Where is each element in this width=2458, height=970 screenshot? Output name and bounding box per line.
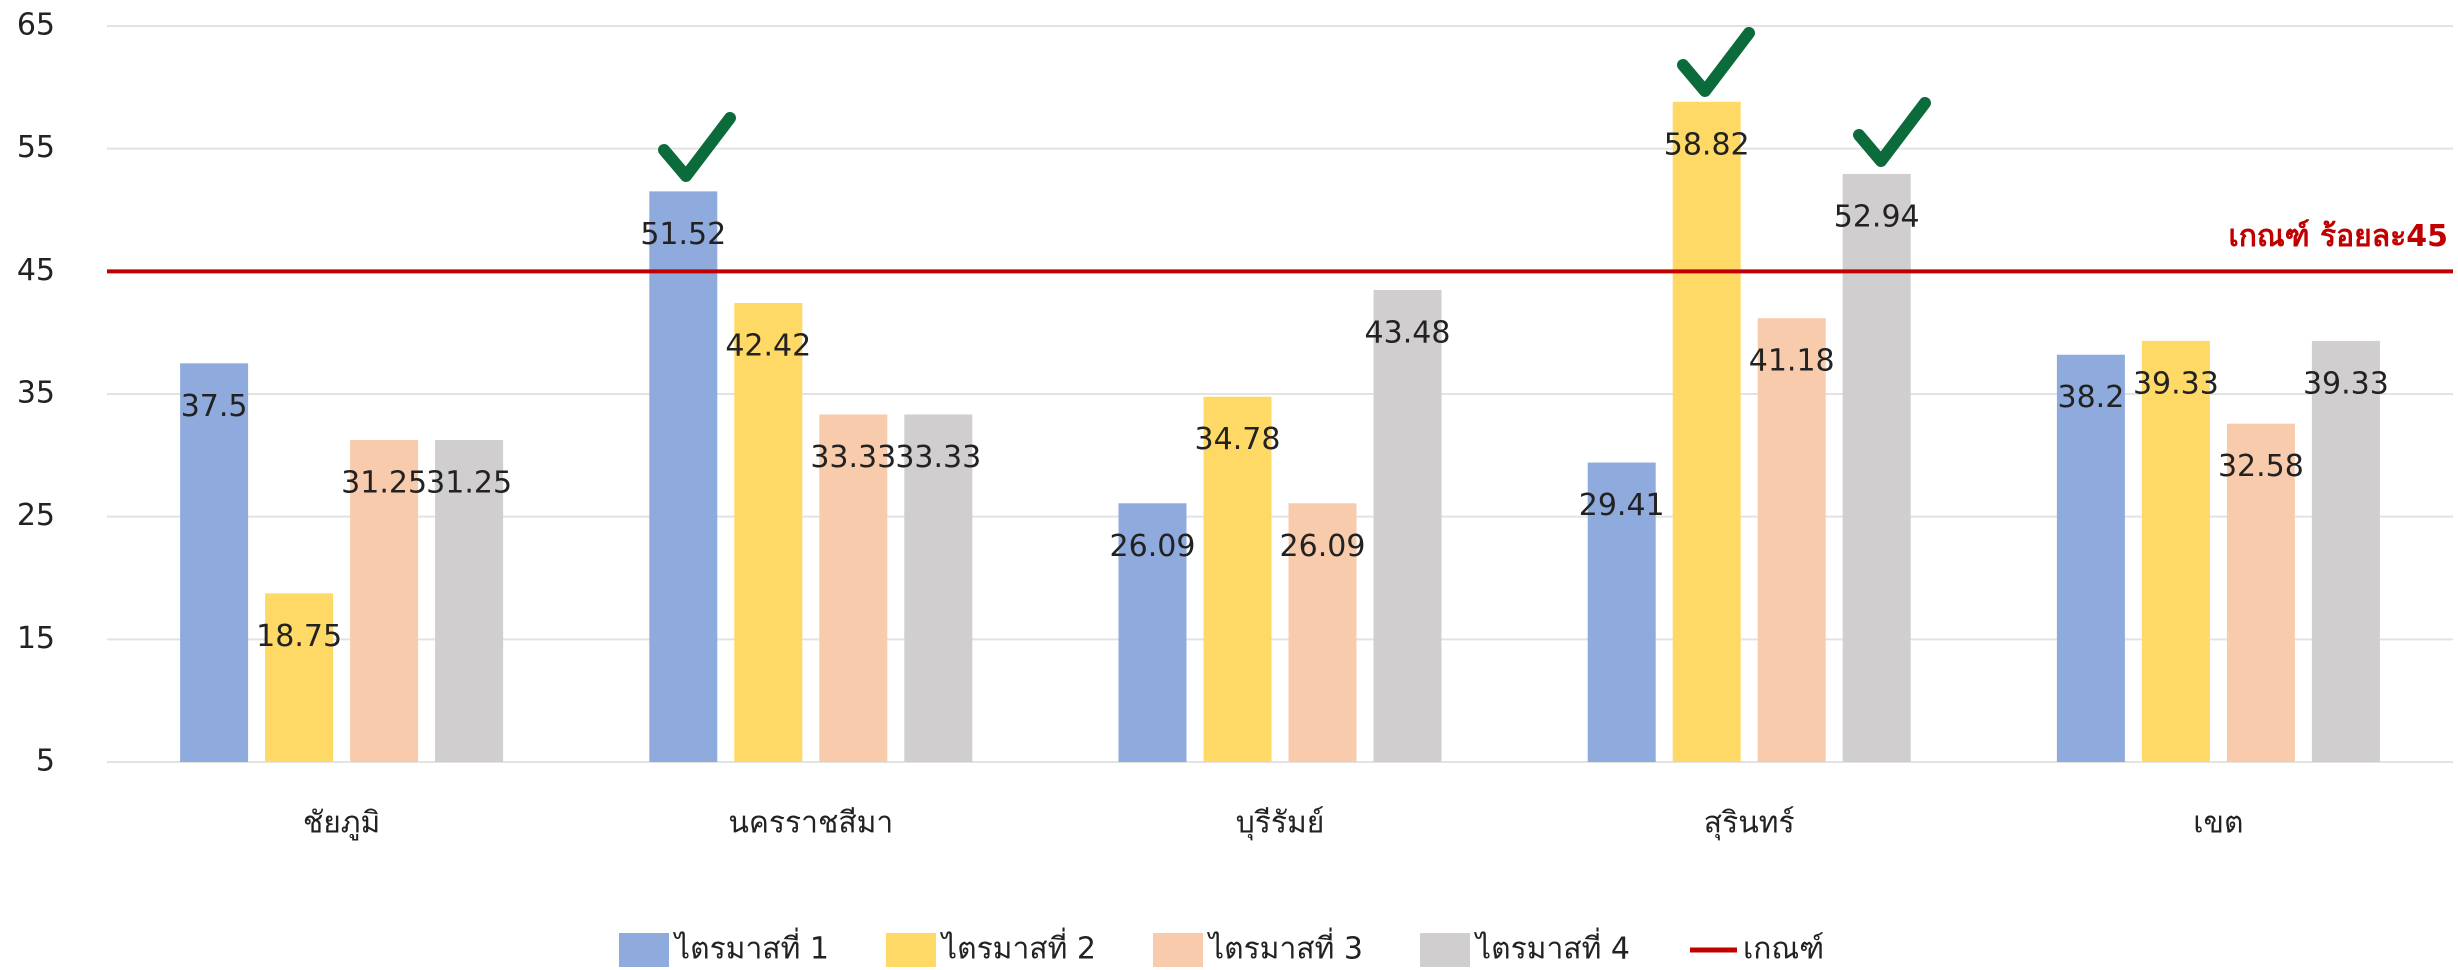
x-tick-label: เขต — [2193, 806, 2243, 841]
bar — [265, 593, 334, 762]
bar — [350, 440, 419, 762]
data-label: 33.33 — [810, 440, 896, 475]
check-mark — [1677, 27, 1755, 97]
bar — [1587, 462, 1656, 762]
bar — [435, 440, 504, 762]
data-label: 43.48 — [1365, 315, 1451, 350]
bar — [1373, 289, 1442, 762]
data-label: 38.2 — [2058, 380, 2125, 415]
data-label: 32.58 — [2218, 449, 2304, 484]
threshold-label: เกณฑ์ ร้อยละ45 — [2228, 219, 2448, 254]
data-label: 39.33 — [2303, 366, 2389, 401]
data-label: 31.25 — [426, 466, 512, 501]
y-tick-label: 35 — [17, 376, 55, 411]
y-tick-label: 45 — [17, 253, 55, 288]
legend-label: เกณฑ์ — [1743, 932, 1824, 967]
data-label: 51.52 — [640, 217, 726, 252]
bar — [904, 414, 973, 762]
data-label: 41.18 — [1749, 344, 1835, 379]
legend-swatch — [1153, 933, 1203, 967]
bar — [1842, 173, 1911, 762]
bar — [819, 414, 888, 762]
data-label: 29.41 — [1579, 488, 1665, 523]
bar — [2226, 423, 2295, 762]
bar — [1757, 318, 1826, 762]
legend-label: ไตรมาสที่ 1 — [673, 928, 829, 967]
legend-label: ไตรมาสที่ 3 — [1207, 928, 1363, 967]
data-label: 37.5 — [181, 389, 248, 424]
y-tick-label: 15 — [17, 621, 55, 656]
bar — [1118, 503, 1187, 762]
data-label: 18.75 — [256, 619, 342, 654]
data-label: 26.09 — [1280, 529, 1366, 564]
y-tick-label: 5 — [36, 744, 55, 779]
bar — [1672, 101, 1741, 763]
bar — [649, 191, 718, 762]
legend-swatch — [1420, 933, 1470, 967]
bar — [1288, 503, 1357, 762]
check-marks — [658, 27, 1931, 182]
data-label: 31.25 — [341, 466, 427, 501]
y-tick-label: 25 — [17, 498, 55, 533]
data-label: 26.09 — [1110, 529, 1196, 564]
y-tick-label: 65 — [17, 8, 55, 43]
check-mark — [1853, 97, 1931, 167]
y-tick-label: 55 — [17, 130, 55, 165]
legend-swatch — [886, 933, 936, 967]
bar — [2056, 354, 2125, 762]
check-mark — [658, 112, 736, 182]
x-tick-label: ชัยภูมิ — [303, 806, 381, 841]
bar — [180, 363, 249, 762]
bar — [2141, 340, 2210, 762]
legend-swatch — [619, 933, 669, 967]
data-label: 42.42 — [725, 328, 811, 363]
bar — [2311, 340, 2380, 762]
legend-label: ไตรมาสที่ 4 — [1474, 928, 1630, 967]
legend-label: ไตรมาสที่ 2 — [940, 928, 1096, 967]
data-label: 58.82 — [1664, 127, 1750, 162]
data-label: 52.94 — [1834, 199, 1920, 234]
bar — [1203, 396, 1272, 762]
x-tick-label: สุรินทร์ — [1704, 806, 1795, 842]
data-label: 39.33 — [2133, 366, 2219, 401]
data-label: 34.78 — [1195, 422, 1281, 457]
x-tick-label: นครราชสีมา — [728, 806, 893, 841]
x-tick-label: บุรีรัมย์ — [1236, 806, 1325, 842]
bar — [734, 302, 803, 762]
data-label: 33.33 — [895, 440, 981, 475]
